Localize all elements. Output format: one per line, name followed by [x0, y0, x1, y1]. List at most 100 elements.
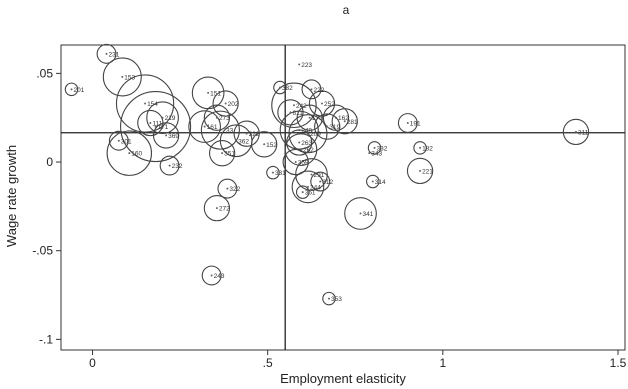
point-group: 311	[562, 118, 590, 146]
y-tick-label: 0	[46, 155, 53, 169]
point-group: 322	[217, 178, 241, 199]
point-center	[320, 102, 323, 105]
point-center	[70, 88, 73, 91]
point-label: 231	[109, 51, 120, 58]
point-bubble	[201, 265, 222, 286]
point-group: 202	[212, 90, 239, 117]
point-bubble	[146, 101, 179, 135]
point-group: 243	[201, 265, 225, 286]
point-group: 161	[188, 110, 221, 143]
point-label: 359	[298, 160, 309, 167]
point-center	[368, 152, 371, 155]
point-bubble	[64, 82, 79, 97]
point-label: 343	[371, 151, 382, 158]
point-center	[406, 122, 409, 125]
point-label: 341	[363, 211, 374, 218]
point-center	[310, 88, 313, 91]
point-center	[574, 130, 577, 133]
point-group: 281	[331, 108, 358, 135]
point-bubble	[397, 113, 418, 133]
point-group: 361	[295, 185, 316, 199]
point-bubble	[271, 82, 317, 129]
point-group: 222	[301, 79, 325, 100]
point-center	[144, 102, 147, 105]
point-label: 209	[310, 131, 321, 138]
point-center	[224, 102, 227, 105]
point-center	[271, 171, 274, 174]
point-center	[168, 164, 171, 167]
point-center	[419, 146, 422, 149]
point-center	[149, 122, 152, 125]
point-group: 343	[368, 151, 383, 158]
y-axis-ticks: .05 0 -.05 -.1	[32, 66, 61, 346]
point-bubble	[296, 104, 323, 131]
point-bubble	[212, 90, 239, 117]
point-label: 331	[275, 170, 286, 177]
point-bubble	[273, 80, 287, 95]
point-group: 272	[203, 194, 230, 222]
point-label: 362	[238, 138, 249, 145]
x-tick-label: 1	[439, 356, 446, 370]
point-bubble	[108, 130, 129, 151]
point-group: 160	[106, 130, 153, 176]
point-label: 272	[219, 206, 230, 213]
point-bubble	[203, 104, 231, 131]
point-center	[343, 120, 346, 123]
point-bubble	[200, 110, 240, 150]
point-group: 153	[102, 57, 142, 97]
point-center	[371, 180, 374, 183]
point-group: 359	[282, 148, 309, 176]
point-label: 369	[168, 133, 179, 140]
point-bubble	[251, 131, 278, 158]
point-label: 351	[224, 151, 235, 158]
y-tick-label: -.05	[32, 244, 53, 258]
point-label: 252	[324, 101, 335, 108]
point-label: 222	[313, 87, 324, 94]
point-center	[263, 143, 266, 146]
point-center	[292, 104, 295, 107]
point-label: 353	[331, 296, 342, 303]
point-group: 221	[406, 157, 433, 185]
point-label: 332	[282, 85, 293, 92]
point-bubble	[159, 155, 180, 176]
y-tick-label: -.1	[39, 332, 53, 346]
point-label: 248	[301, 128, 312, 135]
point-group: 341	[344, 197, 377, 230]
point-group: 353	[322, 291, 342, 306]
point-group: 244	[291, 170, 325, 204]
point-label: 151	[210, 90, 221, 97]
point-center	[306, 185, 309, 188]
point-bubble	[115, 74, 175, 133]
point-bubble	[233, 120, 260, 147]
point-center	[419, 169, 422, 172]
point-group: 231	[96, 43, 120, 64]
point-center	[207, 91, 210, 94]
point-center	[226, 187, 229, 190]
point-bubble	[288, 114, 328, 154]
point-group: 182	[413, 141, 433, 155]
point-group: 331	[266, 165, 286, 180]
point-center	[326, 125, 329, 128]
point-bubble	[286, 129, 313, 156]
point-group: 252	[308, 90, 335, 117]
point-label: 361	[305, 190, 316, 197]
reference-lines	[61, 45, 625, 350]
point-center	[308, 116, 311, 119]
point-center	[245, 132, 248, 135]
point-group: 263	[286, 129, 313, 156]
point-center	[215, 116, 218, 119]
y-axis-label: Wage rate growth	[4, 145, 19, 247]
point-label: 319	[329, 124, 340, 131]
point-center	[289, 111, 292, 114]
point-label: 322	[249, 131, 260, 138]
point-label: 191	[410, 121, 421, 128]
x-axis-label: Employment elasticity	[280, 371, 406, 386]
x-axis-ticks: 0 .5 1 1.5	[89, 350, 627, 370]
point-center	[327, 297, 330, 300]
point-label: 233	[222, 128, 233, 135]
point-bubble	[310, 171, 331, 192]
point-bubble	[284, 133, 318, 166]
point-center	[203, 125, 206, 128]
point-bubble	[291, 170, 325, 204]
x-tick-label: 1.5	[610, 356, 627, 370]
